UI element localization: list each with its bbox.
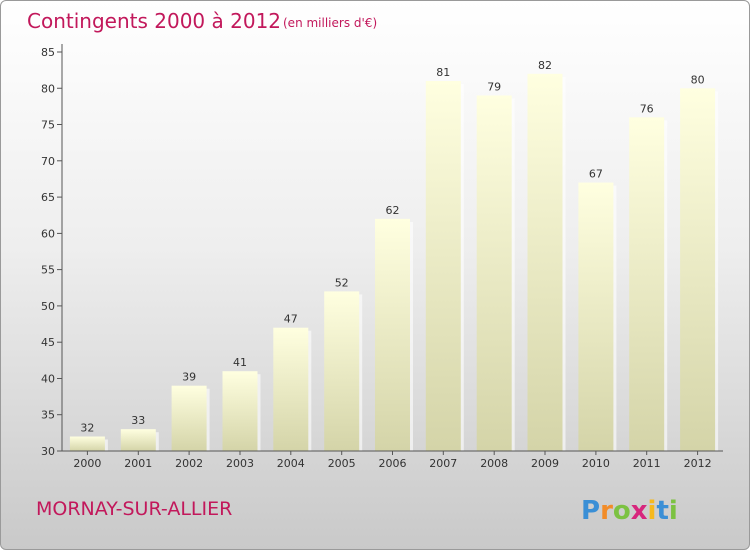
- bar-2009: [527, 73, 563, 452]
- y-tick-label: 60: [41, 227, 55, 240]
- proxiti-logo: Proxiti: [581, 496, 678, 526]
- axis-layer: 2000 2001 2002 2003 2004 2005 2006 2007 2008 2009…: [41, 44, 723, 470]
- x-tick-label: 2005: [328, 457, 356, 470]
- bars-layer: 32 33 39 41 47 52 62 81 79 82 67 76 80: [69, 59, 719, 452]
- data-label: 79: [487, 81, 501, 94]
- y-tick-label: 75: [41, 119, 55, 132]
- data-label: 33: [131, 414, 145, 427]
- x-tick-label: 2010: [582, 457, 610, 470]
- data-label: 80: [691, 73, 705, 86]
- y-tick-label: 50: [41, 300, 55, 313]
- chart-title: Contingents 2000 à 2012: [27, 9, 281, 33]
- y-tick-label: 85: [41, 46, 55, 59]
- data-label: 52: [335, 276, 349, 289]
- y-tick-label: 65: [41, 191, 55, 204]
- y-tick-label: 70: [41, 155, 55, 168]
- bar-2005: [324, 291, 360, 451]
- data-label: 76: [640, 102, 654, 115]
- x-tick-label: 2004: [277, 457, 305, 470]
- commune-name: MORNAY-SUR-ALLIER: [36, 498, 232, 520]
- y-tick-label: 55: [41, 264, 55, 277]
- x-tick-label: 2006: [379, 457, 407, 470]
- bar-2006: [375, 218, 410, 451]
- x-tick-label: 2001: [124, 457, 152, 470]
- bar-2010: [578, 182, 614, 451]
- bar-2012: [680, 88, 716, 452]
- data-label: 32: [80, 422, 94, 435]
- y-tick-label: 35: [41, 409, 55, 422]
- data-label: 39: [182, 371, 196, 384]
- x-tick-label: 2002: [175, 457, 203, 470]
- chart-subtitle: (en milliers d'€): [283, 16, 377, 30]
- bar-2003: [222, 371, 258, 451]
- bar-2007: [425, 81, 461, 451]
- y-tick-label: 40: [41, 373, 55, 386]
- bar-2001: [120, 429, 156, 451]
- y-tick-label: 80: [41, 82, 55, 95]
- x-tick-label: 2012: [684, 457, 712, 470]
- data-label: 82: [538, 59, 552, 72]
- bar-2008: [476, 95, 512, 451]
- y-tick-label: 30: [41, 445, 55, 458]
- x-tick-label: 2011: [633, 457, 661, 470]
- x-tick-label: 2003: [226, 457, 254, 470]
- bar-2000: [69, 436, 105, 451]
- bar-2002: [171, 385, 207, 451]
- bar-2004: [273, 327, 309, 451]
- x-tick-label: 2008: [480, 457, 508, 470]
- data-label: 81: [436, 66, 450, 79]
- x-tick-label: 2000: [73, 457, 101, 470]
- y-tick-label: 45: [41, 336, 55, 349]
- data-label: 67: [589, 168, 603, 181]
- data-label: 62: [386, 204, 400, 217]
- x-tick-label: 2007: [429, 457, 457, 470]
- x-tick-label: 2009: [531, 457, 559, 470]
- data-label: 47: [284, 313, 298, 326]
- bar-2011: [629, 117, 665, 452]
- data-label: 41: [233, 356, 247, 369]
